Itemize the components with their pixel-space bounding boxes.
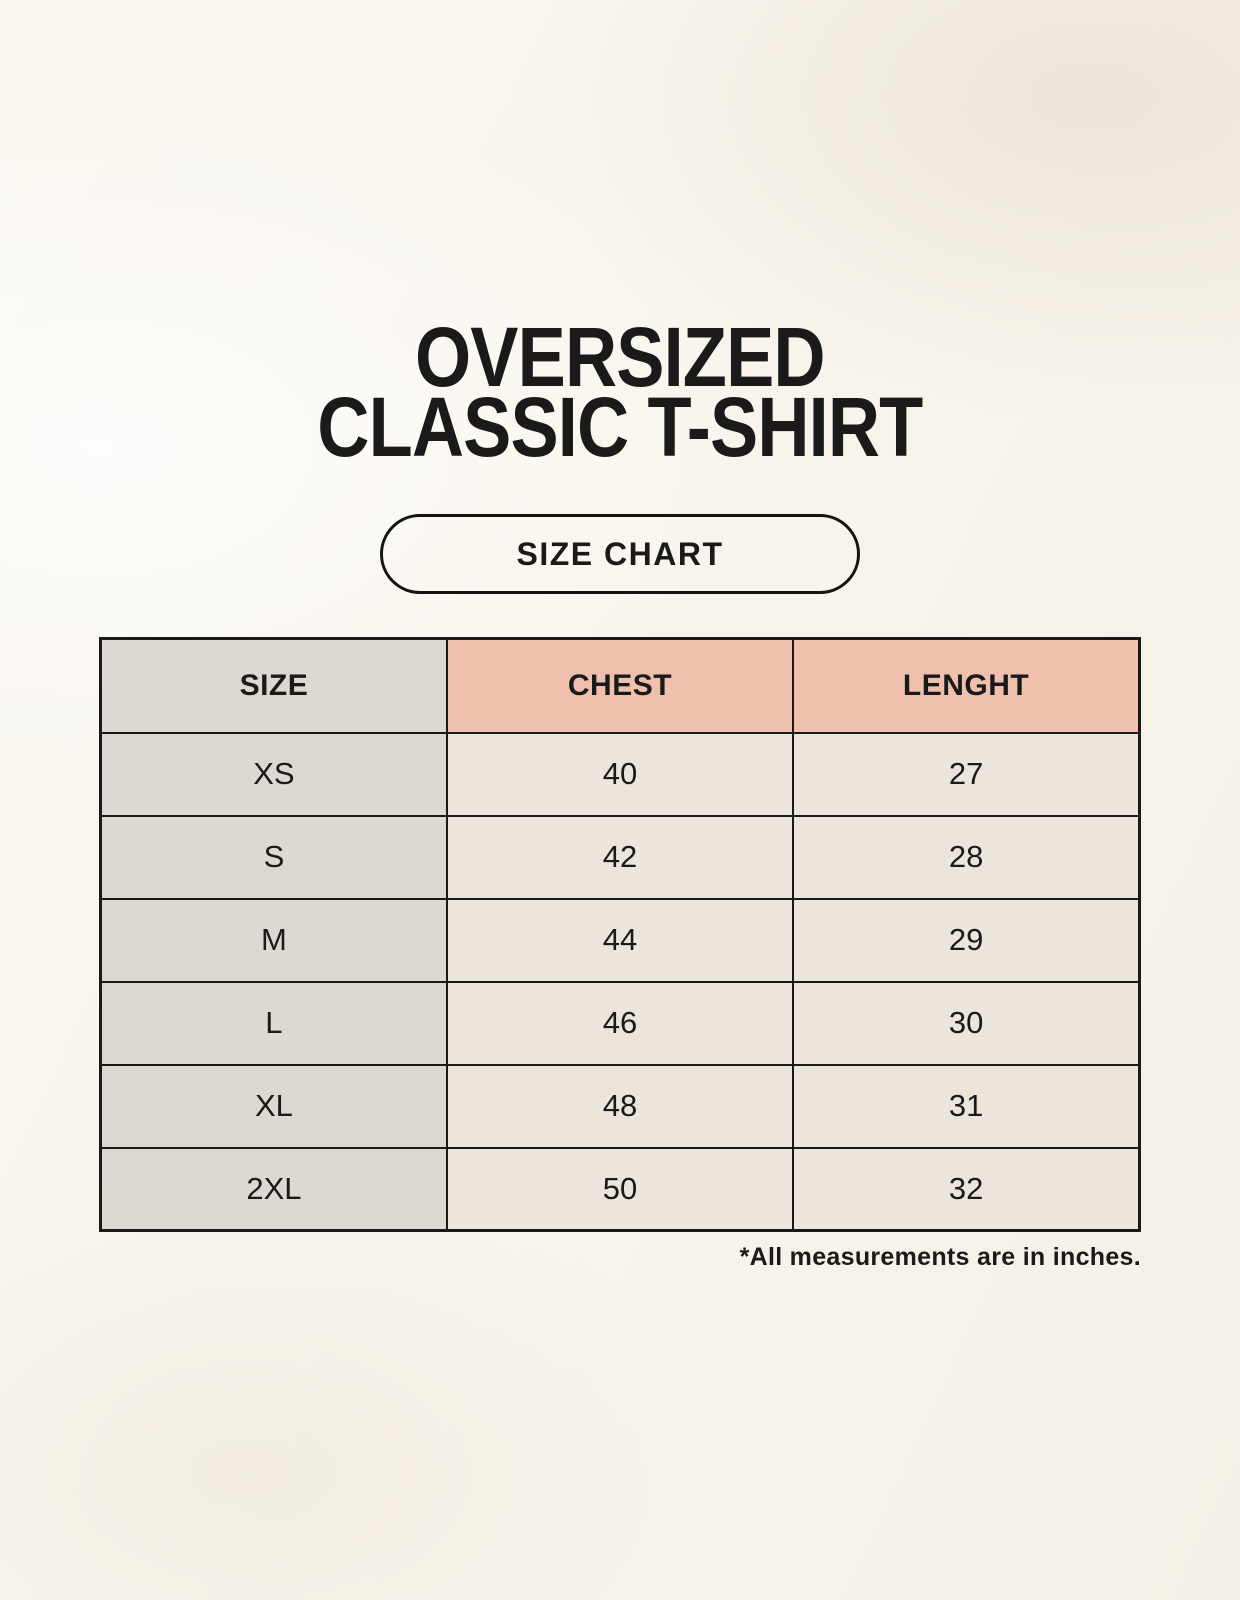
- table-row: XS 40 27: [99, 731, 1141, 817]
- table-row: XL 48 31: [99, 1063, 1141, 1149]
- measurements-footnote: *All measurements are in inches.: [739, 1243, 1141, 1271]
- length-value: 31: [792, 1063, 1141, 1149]
- header-size: SIZE: [99, 637, 448, 734]
- page-title-line1: OVERSIZED: [415, 310, 826, 404]
- table-row: 2XL 50 32: [99, 1146, 1141, 1232]
- size-label: S: [99, 814, 448, 900]
- table-row: S 42 28: [99, 814, 1141, 900]
- chest-value: 40: [445, 731, 795, 817]
- length-value: 28: [792, 814, 1141, 900]
- size-chart-table-wrap: SIZE CHEST LENGHT XS 40 27 S 42 28 M: [99, 637, 1141, 1272]
- length-value: 27: [792, 731, 1141, 817]
- page-title-line2: CLASSIC T-SHIRT: [317, 380, 923, 474]
- table-header-row: SIZE CHEST LENGHT: [99, 637, 1141, 734]
- table-row: M 44 29: [99, 897, 1141, 983]
- size-label: XL: [99, 1063, 448, 1149]
- chest-value: 44: [445, 897, 795, 983]
- size-chart-table: SIZE CHEST LENGHT XS 40 27 S 42 28 M: [99, 637, 1141, 1232]
- length-value: 30: [792, 980, 1141, 1066]
- chest-value: 46: [445, 980, 795, 1066]
- size-label: XS: [99, 731, 448, 817]
- chest-value: 48: [445, 1063, 795, 1149]
- size-label: M: [99, 897, 448, 983]
- size-chart-button[interactable]: SIZE CHART: [380, 514, 860, 594]
- length-value: 32: [792, 1146, 1141, 1232]
- table-row: L 46 30: [99, 980, 1141, 1066]
- header-length: LENGHT: [792, 637, 1141, 734]
- header-chest: CHEST: [445, 637, 795, 734]
- size-label: L: [99, 980, 448, 1066]
- page-title: OVERSIZED CLASSIC T-SHIRT: [317, 315, 923, 469]
- chest-value: 50: [445, 1146, 795, 1232]
- length-value: 29: [792, 897, 1141, 983]
- size-label: 2XL: [99, 1146, 448, 1232]
- chest-value: 42: [445, 814, 795, 900]
